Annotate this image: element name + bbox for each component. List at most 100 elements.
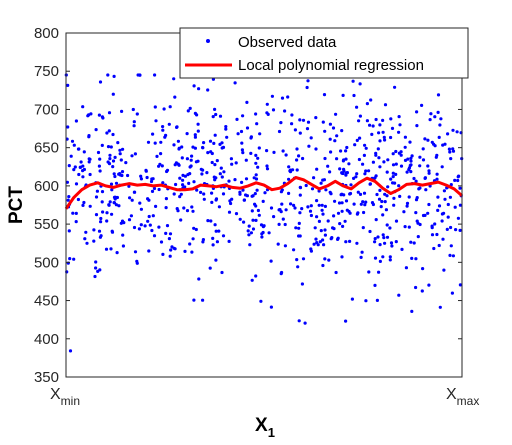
scatter-point (435, 172, 439, 176)
scatter-point (114, 181, 119, 185)
scatter-point (206, 88, 210, 92)
scatter-point (201, 298, 205, 302)
scatter-point (72, 168, 76, 172)
scatter-point (130, 198, 134, 202)
scatter-point (283, 222, 287, 227)
scatter-point (355, 212, 359, 216)
y-tick-label: 350 (34, 369, 59, 386)
scatter-point (298, 131, 302, 135)
scatter-point (87, 157, 91, 161)
scatter-point (192, 84, 196, 88)
scatter-point (433, 115, 437, 119)
scatter-point (341, 93, 345, 97)
scatter-point (205, 171, 209, 175)
scatter-point (73, 165, 77, 169)
scatter-point (342, 158, 346, 162)
scatter-point (409, 170, 413, 174)
scatter-point (193, 133, 197, 137)
scatter-point (107, 111, 112, 115)
scatter-point (267, 231, 271, 235)
legend-marker-observed (206, 39, 210, 43)
scatter-point (183, 174, 187, 178)
scatter-point (124, 161, 128, 165)
scatter-point (313, 226, 317, 230)
scatter-point (160, 164, 164, 168)
scatter-point (97, 164, 101, 168)
scatter-point (310, 187, 315, 191)
scatter-point (255, 188, 259, 192)
scatter-point (363, 172, 367, 176)
scatter-point (415, 110, 419, 114)
scatter-point (176, 139, 180, 143)
scatter-point (382, 236, 386, 240)
scatter-point (212, 141, 216, 145)
scatter-point (318, 240, 322, 244)
scatter-point (340, 171, 344, 175)
scatter-point (427, 283, 431, 287)
x-axis-label-main: X (255, 415, 268, 436)
scatter-point (321, 263, 325, 268)
scatter-point (414, 179, 418, 183)
scatter-point (403, 158, 408, 162)
scatter-point (263, 191, 267, 195)
scatter-point (281, 149, 285, 153)
scatter-point (355, 138, 359, 142)
scatter-point (217, 205, 221, 209)
scatter-point (234, 161, 238, 165)
scatter-point (86, 114, 90, 118)
scatter-point (76, 197, 80, 202)
scatter-point (82, 150, 86, 154)
y-tick-label: 450 (34, 293, 59, 310)
scatter-point (193, 135, 197, 139)
scatter-point (265, 102, 269, 106)
scatter-point (390, 126, 395, 130)
scatter-point (154, 119, 158, 123)
scatter-point (414, 285, 418, 290)
scatter-point (437, 204, 442, 208)
scatter-point (314, 116, 318, 120)
scatter-point (320, 203, 324, 207)
scatter-point (241, 188, 245, 192)
scatter-point (165, 224, 170, 228)
scatter-point (297, 319, 301, 323)
scatter-point (391, 175, 395, 179)
scatter-point (331, 126, 336, 130)
scatter-point (437, 243, 441, 248)
scatter-point (193, 146, 197, 150)
scatter-point (442, 211, 446, 215)
regression-line (64, 176, 463, 210)
scatter-point (427, 171, 431, 175)
scatter-point (233, 81, 237, 85)
scatter-point (383, 103, 388, 107)
scatter-point (98, 268, 102, 272)
scatter-point (94, 260, 98, 264)
scatter-point (217, 229, 221, 233)
scatter-point (145, 175, 149, 180)
scatter-point (408, 140, 412, 144)
scatter-point (74, 211, 78, 215)
scatter-point (276, 242, 280, 246)
scatter-point (111, 159, 116, 163)
scatter-point (249, 231, 253, 235)
scatter-point (418, 164, 422, 168)
scatter-point (118, 148, 122, 152)
scatter-point (446, 132, 450, 136)
scatter-point (84, 230, 88, 234)
scatter-point (254, 218, 258, 222)
scatter-point (126, 173, 130, 178)
legend: Observed data Local polynomial regressio… (179, 27, 469, 79)
scatter-point (280, 270, 284, 275)
scatter-point (174, 161, 178, 165)
scatter-point (391, 181, 395, 185)
scatter-point (189, 158, 193, 162)
scatter-point (306, 205, 310, 209)
scatter-point (254, 153, 258, 157)
scatter-point (363, 143, 367, 147)
scatter-point (322, 243, 326, 247)
scatter-point (92, 239, 96, 243)
scatter-point (175, 207, 179, 211)
scatter-point (410, 256, 414, 260)
legend-label-regression: Local polynomial regression (238, 57, 424, 74)
scatter-point (312, 242, 316, 246)
